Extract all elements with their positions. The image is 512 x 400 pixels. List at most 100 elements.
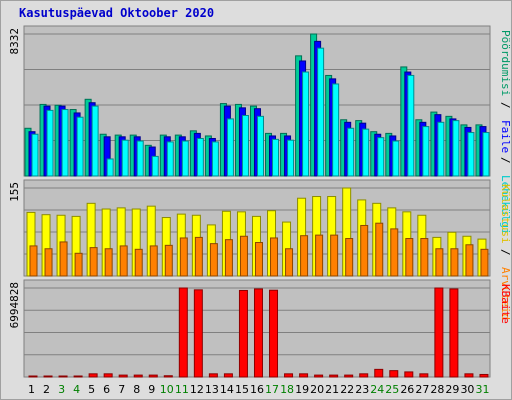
bar-KBaite-day-21 (329, 374, 339, 378)
bar-KBaite-day-5 (88, 373, 98, 378)
bar-Lehekülgi-day-23 (362, 128, 370, 177)
x-tick-day-16: 16 (250, 383, 264, 396)
bar-Lehekülgi-day-17 (272, 138, 280, 177)
panels-layer: 8332 155 6994828 (8, 25, 491, 378)
panel-middle: 155 (8, 179, 491, 277)
x-tick-day-27: 27 (415, 383, 429, 396)
x-tick-day-8: 8 (133, 383, 140, 396)
legend-separator: / (499, 157, 512, 164)
bar-Lehekülgi-day-3 (61, 109, 69, 177)
bar-KBaite-day-18 (284, 373, 294, 378)
bar-KBaite-day-26 (404, 371, 414, 378)
bar-Lehekülgi-day-27 (422, 126, 430, 177)
x-tick-day-28: 28 (430, 383, 444, 396)
bar-Lehekülgi-day-7 (121, 139, 129, 177)
bar-Arvuteid-day-10 (164, 244, 173, 277)
bar-KBaite-day-8 (133, 374, 143, 378)
bar-Lehekülgi-day-2 (46, 109, 54, 177)
bar-KBaite-day-20 (314, 374, 324, 378)
bar-Lehekülgi-day-21 (332, 83, 340, 177)
bar-Lehekülgi-day-22 (347, 127, 355, 177)
x-tick-day-22: 22 (340, 383, 354, 396)
x-tick-day-31: 31 (475, 383, 489, 396)
bar-KBaite-day-31 (479, 373, 489, 378)
bar-Lehekülgi-day-6 (106, 158, 114, 177)
x-tick-day-13: 13 (205, 383, 219, 396)
bar-Arvuteid-day-23 (360, 224, 369, 277)
legend-label-Faile: Faile (499, 120, 512, 153)
x-tick-day-1: 1 (28, 383, 35, 396)
bar-KBaite-day-10 (163, 375, 173, 378)
series-Pöördumisi (24, 33, 483, 177)
bar-Arvuteid-day-14 (224, 239, 233, 277)
bar-Lehekülgi-day-19 (302, 71, 310, 177)
chart-title: Kasutuspäevad Oktoober 2020 (19, 6, 214, 20)
bar-Arvuteid-day-11 (179, 237, 188, 277)
x-tick-day-18: 18 (280, 383, 294, 396)
bar-Lehekülgi-day-25 (392, 140, 400, 177)
bar-Lehekülgi-day-29 (452, 120, 460, 177)
legend-label-Lehekülgi: Lehekülgi (499, 175, 512, 235)
bar-KBaite-day-1 (28, 375, 38, 378)
x-tick-day-29: 29 (445, 383, 459, 396)
bar-Arvuteid-day-7 (119, 245, 128, 277)
bar-KBaite-day-3 (58, 375, 68, 378)
y-axis-max-label-top: 8332 (8, 28, 21, 55)
x-tick-day-19: 19 (295, 383, 309, 396)
bar-Arvuteid-day-30 (465, 244, 474, 277)
bar-KBaite-day-12 (193, 289, 203, 378)
bar-Lehekülgi-day-8 (136, 140, 144, 177)
x-tick-day-12: 12 (190, 383, 204, 396)
bar-Arvuteid-day-27 (420, 238, 429, 277)
bar-Lehekülgi-day-28 (437, 121, 445, 177)
bar-Arvuteid-day-15 (239, 235, 248, 277)
bar-Arvuteid-day-25 (390, 228, 399, 277)
bar-Arvuteid-day-17 (270, 237, 279, 277)
y-axis-max-label-middle: 155 (8, 182, 21, 202)
x-tick-day-30: 30 (460, 383, 474, 396)
bar-KBaite-day-14 (223, 373, 233, 378)
bar-Arvuteid-day-22 (345, 238, 354, 277)
bar-Lehekülgi-day-24 (377, 137, 385, 177)
x-tick-day-11: 11 (175, 383, 189, 396)
bar-Lehekülgi-day-4 (76, 116, 84, 177)
bar-Lehekülgi-day-15 (241, 114, 249, 177)
bar-Lehekülgi-day-30 (467, 132, 475, 177)
bar-Arvuteid-day-12 (194, 236, 203, 277)
panel-bottom: 6994828 (8, 279, 491, 378)
bar-Arvuteid-day-29 (450, 248, 459, 277)
x-tick-day-17: 17 (265, 383, 279, 396)
panel-top: 8332 (8, 25, 491, 177)
bar-KBaite-day-13 (208, 373, 218, 378)
bar-Arvuteid-day-24 (375, 222, 384, 277)
bar-Lehekülgi-day-13 (211, 141, 219, 177)
bar-KBaite-day-25 (389, 370, 399, 378)
x-tick-day-25: 25 (385, 383, 399, 396)
bar-Lehekülgi-day-10 (166, 141, 174, 177)
bar-Arvuteid-day-28 (435, 248, 444, 277)
bar-KBaite-day-16 (253, 288, 263, 378)
x-tick-day-26: 26 (400, 383, 414, 396)
legend-label-Pöördumisi: Pöördumisi (499, 30, 512, 96)
bar-KBaite-day-19 (299, 373, 309, 378)
bar-KBaite-day-17 (269, 289, 279, 378)
bar-Arvuteid-day-3 (59, 241, 68, 277)
bar-Lehekülgi-day-11 (181, 140, 189, 177)
legend-label-Külastusi: Külastusi (499, 184, 512, 244)
legend-separator: / (499, 249, 512, 256)
series-Arvuteid (29, 222, 489, 277)
bar-Lehekülgi-day-18 (287, 139, 295, 177)
x-tick-day-23: 23 (355, 383, 369, 396)
bar-Arvuteid-day-18 (285, 248, 294, 277)
x-tick-day-21: 21 (325, 383, 339, 396)
bar-KBaite-day-23 (359, 373, 369, 378)
bar-KBaite-day-24 (374, 368, 384, 378)
bar-KBaite-day-28 (434, 287, 444, 378)
x-tick-day-2: 2 (43, 383, 50, 396)
bar-KBaite-day-27 (419, 373, 429, 378)
bar-Lehekülgi-day-26 (407, 74, 415, 177)
bar-Arvuteid-day-21 (330, 234, 339, 277)
bar-KBaite-day-4 (73, 375, 83, 378)
series-KBaite (28, 287, 489, 378)
